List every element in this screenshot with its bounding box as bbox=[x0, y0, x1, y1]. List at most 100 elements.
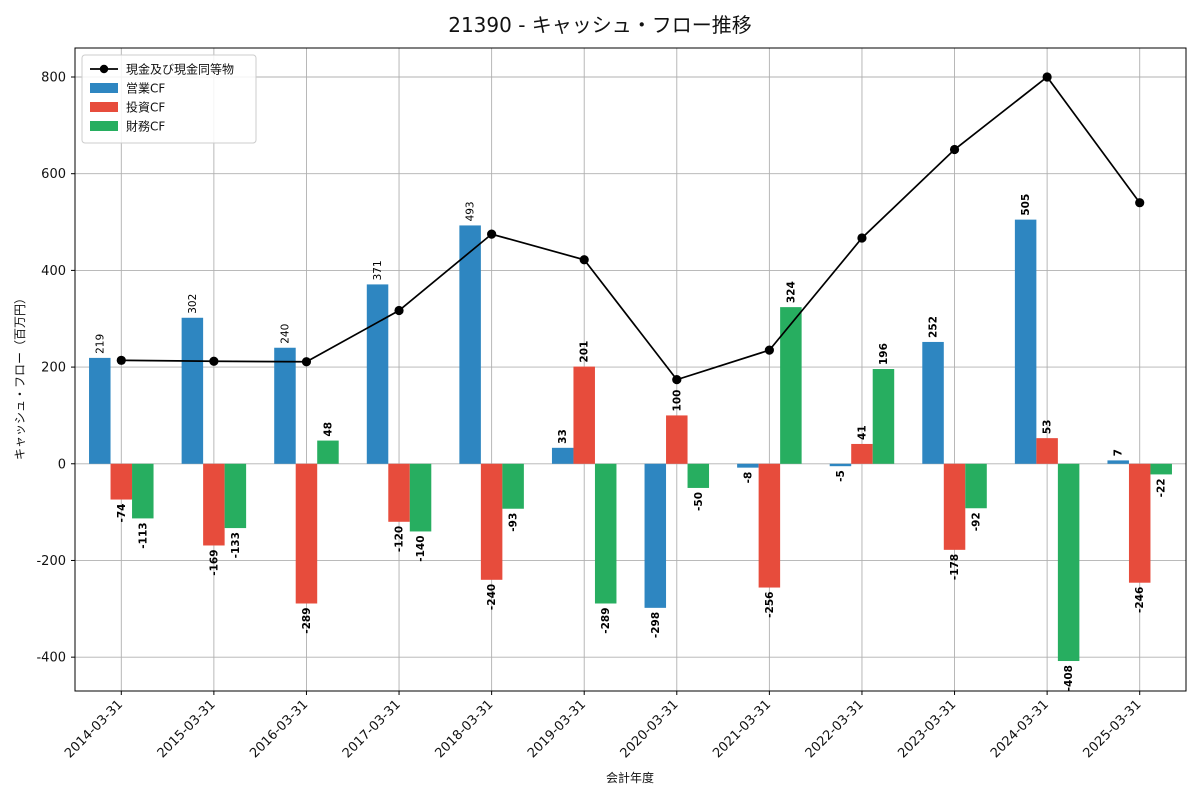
bar-value-label: 201 bbox=[579, 341, 591, 363]
cash-point bbox=[487, 229, 497, 239]
bar-value-label: 302 bbox=[187, 294, 199, 314]
y-tick-label: 0 bbox=[58, 457, 66, 472]
bar bbox=[872, 369, 895, 464]
bar bbox=[965, 463, 987, 509]
bar bbox=[758, 463, 781, 588]
y-tick-label: -400 bbox=[36, 651, 66, 666]
bar bbox=[459, 225, 481, 464]
bar bbox=[480, 463, 503, 580]
legend-label: 営業CF bbox=[126, 82, 165, 96]
bar bbox=[1107, 460, 1129, 464]
bar bbox=[922, 341, 944, 464]
x-tick-label: 2019-03-31 bbox=[525, 697, 589, 761]
bar-value-label: 33 bbox=[557, 429, 569, 444]
bar-value-label: 252 bbox=[928, 316, 940, 338]
bar bbox=[317, 440, 339, 464]
y-axis-label: キャッシュ・フロー（百万円） bbox=[13, 292, 27, 460]
cash-point bbox=[1135, 198, 1145, 208]
bar-value-label: -169 bbox=[208, 549, 220, 575]
bar bbox=[203, 463, 225, 546]
x-tick-label: 2017-03-31 bbox=[340, 697, 404, 761]
cash-line bbox=[121, 75, 1141, 381]
y-tick-label: 600 bbox=[41, 167, 66, 182]
bar bbox=[295, 463, 318, 604]
bar-value-label: -5 bbox=[835, 470, 847, 482]
cash-point bbox=[1042, 72, 1052, 82]
bar bbox=[687, 463, 710, 488]
y-tick-label: 800 bbox=[41, 71, 66, 86]
legend-marker bbox=[99, 64, 109, 74]
bar-value-label: -178 bbox=[949, 554, 961, 580]
line-layer bbox=[116, 72, 1145, 385]
axis-layer: -400 -200 0 200 400 600 800 2014-03-31 2015-03-3… bbox=[36, 47, 1187, 761]
bar-value-label: 196 bbox=[878, 343, 890, 365]
bar-value-label: -408 bbox=[1063, 665, 1075, 691]
bar-value-label: -93 bbox=[508, 513, 520, 532]
legend-bar-swatch bbox=[90, 83, 118, 93]
bar bbox=[89, 357, 111, 464]
bar bbox=[737, 463, 759, 468]
bar bbox=[502, 463, 524, 509]
bar bbox=[573, 366, 595, 464]
x-tick-label: 2025-03-31 bbox=[1080, 697, 1144, 761]
bar-value-label: -256 bbox=[764, 592, 776, 618]
cash-point bbox=[857, 233, 867, 243]
bar-value-label: 371 bbox=[372, 260, 384, 280]
bar-value-label: 7 bbox=[1113, 449, 1125, 456]
legend-label: 投資CF bbox=[126, 100, 165, 115]
bar bbox=[388, 463, 410, 522]
bar-value-label: -8 bbox=[742, 472, 754, 484]
bar-value-label: -120 bbox=[394, 526, 406, 552]
bar bbox=[1057, 463, 1080, 662]
bar-value-label: -133 bbox=[230, 532, 242, 558]
x-tick-label: 2020-03-31 bbox=[618, 697, 682, 761]
cash-point bbox=[394, 305, 404, 316]
bar-value-label: -50 bbox=[693, 492, 705, 511]
legend-bar-swatch bbox=[90, 102, 118, 112]
bar bbox=[644, 463, 667, 608]
legend-bar-swatch bbox=[90, 121, 118, 131]
bar-value-label: -22 bbox=[1156, 478, 1168, 497]
bar-value-label: -246 bbox=[1134, 587, 1146, 613]
bar bbox=[1014, 219, 1037, 464]
bar-value-label: -74 bbox=[116, 504, 128, 523]
x-tick-label: 2023-03-31 bbox=[895, 697, 959, 761]
bar bbox=[551, 447, 574, 464]
bar bbox=[851, 443, 873, 464]
cash-point bbox=[579, 255, 589, 265]
bar-value-label: 493 bbox=[465, 201, 477, 221]
bar bbox=[829, 463, 852, 467]
bar bbox=[780, 307, 802, 464]
bar-value-label: 505 bbox=[1020, 194, 1032, 216]
legend-label: 現金及び現金同等物 bbox=[126, 62, 234, 77]
legend-box bbox=[81, 54, 257, 144]
bar-value-label: 100 bbox=[671, 390, 683, 412]
bar-value-label: -240 bbox=[486, 584, 498, 610]
x-tick-label: 2016-03-31 bbox=[247, 697, 311, 761]
bar bbox=[1128, 463, 1151, 583]
x-tick-label: 2014-03-31 bbox=[62, 697, 126, 761]
bar-value-label: -92 bbox=[971, 512, 983, 531]
bar bbox=[110, 463, 133, 500]
bar-layer bbox=[89, 219, 1172, 662]
cash-point bbox=[949, 144, 960, 155]
bar-value-label: -298 bbox=[650, 612, 662, 638]
cash-point bbox=[672, 375, 682, 385]
cash-point bbox=[116, 355, 126, 365]
bar bbox=[1036, 438, 1058, 464]
x-tick-label: 2024-03-31 bbox=[988, 697, 1052, 761]
x-tick-label: 2015-03-31 bbox=[155, 697, 219, 761]
bar-value-label: 240 bbox=[279, 324, 291, 344]
x-tick-label: 2022-03-31 bbox=[803, 697, 867, 761]
plot-frame bbox=[74, 47, 1187, 692]
bar-value-label: -140 bbox=[415, 535, 427, 561]
y-tick-label: 200 bbox=[41, 361, 66, 376]
bar-value-label: -113 bbox=[137, 522, 149, 548]
y-tick-label: 400 bbox=[41, 264, 66, 279]
bar-value-label: 219 bbox=[94, 334, 106, 354]
bar bbox=[943, 463, 966, 550]
bar-value-label: 41 bbox=[856, 425, 868, 440]
bar bbox=[666, 415, 688, 464]
